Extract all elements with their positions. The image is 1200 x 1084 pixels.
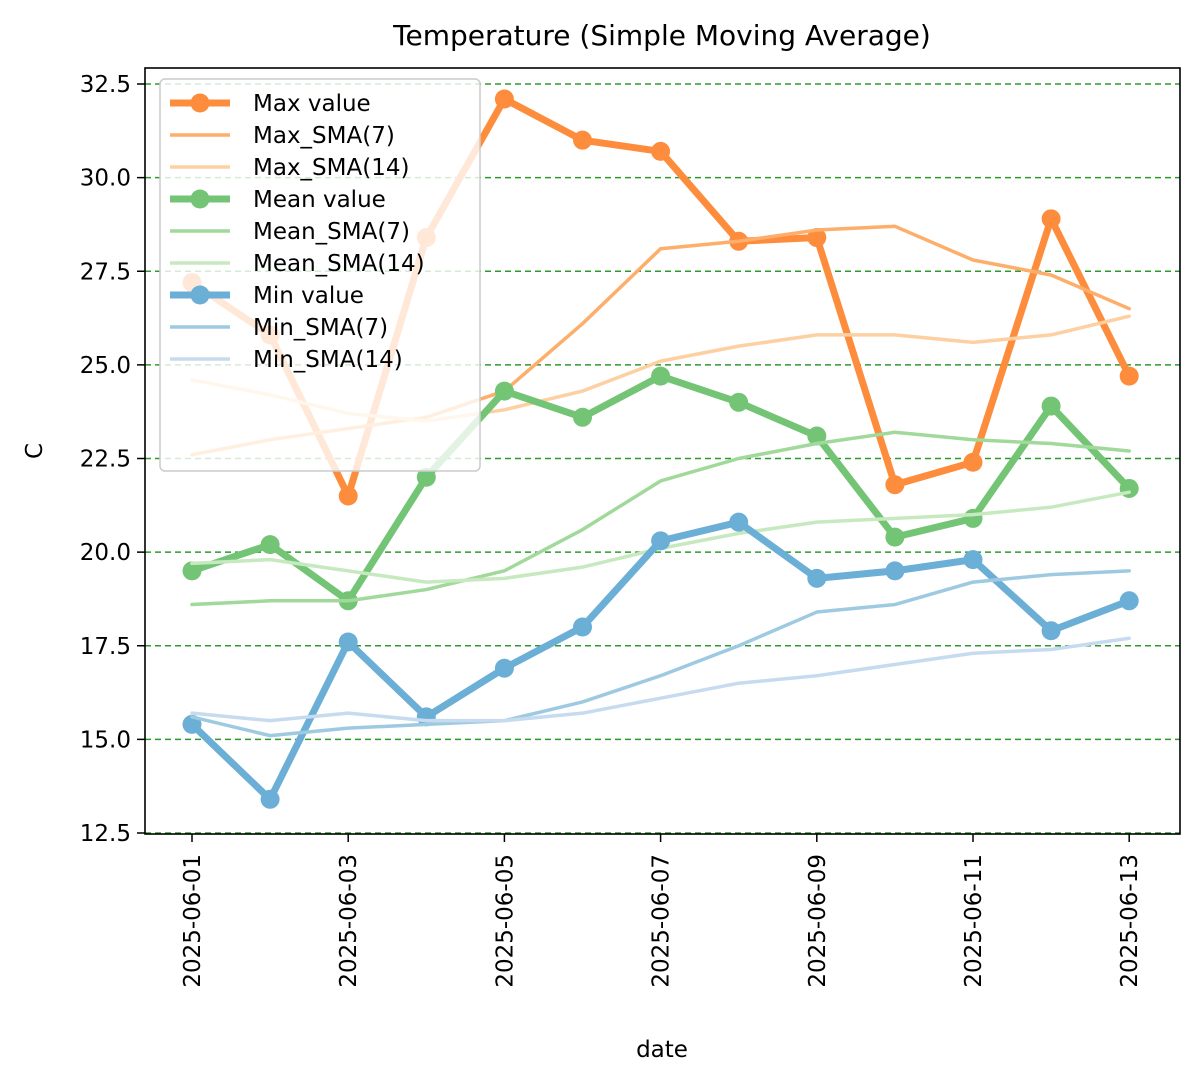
y-tick-label: 22.5 — [80, 447, 131, 473]
data-point — [494, 381, 514, 401]
y-tick-label: 20.0 — [80, 540, 131, 566]
x-tick-label: 2025-06-03 — [336, 854, 362, 988]
legend-label: Min_SMA(7) — [253, 315, 388, 341]
legend-label: Mean_SMA(7) — [253, 219, 410, 245]
series-line — [190, 430, 1131, 607]
legend-marker — [190, 285, 210, 305]
series-min-sma-14 — [190, 636, 1131, 723]
y-tick-label: 17.5 — [80, 634, 131, 660]
x-axis-title: date — [636, 1037, 688, 1063]
data-point — [885, 475, 905, 495]
data-point — [885, 527, 905, 547]
chart-title: Temperature (Simple Moving Average) — [392, 19, 931, 52]
x-axis: 2025-06-01 2025-06-03 2025-06-05 2025-06-07… — [180, 834, 1143, 988]
legend-marker — [190, 93, 210, 113]
data-point — [807, 426, 827, 446]
legend-item: Max_SMA(14) — [170, 155, 409, 181]
legend-label: Max_SMA(7) — [253, 123, 395, 149]
data-point — [338, 486, 358, 506]
data-point — [1041, 621, 1061, 641]
legend-item: Min_SMA(7) — [170, 315, 388, 341]
y-tick-label: 32.5 — [80, 72, 131, 98]
y-tick-label: 25.0 — [80, 353, 131, 379]
data-point — [260, 535, 280, 555]
data-point — [494, 658, 514, 678]
x-tick-label: 2025-06-05 — [492, 854, 518, 988]
legend-item: Max_SMA(7) — [170, 123, 395, 149]
y-axis: 12.5 15.0 17.5 20.0 22.5 25.0 27.5 30.0 32.5 — [80, 72, 145, 847]
data-point — [338, 632, 358, 652]
series-min-sma-7 — [190, 569, 1131, 738]
x-tick-label: 2025-06-09 — [805, 854, 831, 988]
series-min-value — [182, 512, 1139, 809]
y-tick-label: 30.0 — [80, 166, 131, 192]
y-tick-label: 27.5 — [80, 259, 131, 285]
legend-label: Mean value — [253, 187, 386, 213]
legend: Max value Max_SMA(7) Max_SMA(14) Mean value… — [159, 78, 481, 472]
data-point — [416, 467, 436, 487]
data-point — [573, 130, 592, 150]
legend-item: Mean_SMA(7) — [170, 219, 410, 245]
data-point — [651, 141, 671, 161]
data-point — [807, 228, 827, 248]
data-point — [260, 789, 280, 809]
y-axis-title: C — [22, 443, 48, 459]
series-line — [188, 518, 1133, 803]
data-point — [963, 508, 983, 528]
data-point — [182, 561, 202, 581]
legend-box — [159, 78, 481, 472]
legend-item: Min value — [170, 283, 364, 309]
data-point — [729, 392, 749, 412]
series-mean-sma-7 — [190, 430, 1131, 607]
x-tick-label: 2025-06-13 — [1117, 854, 1143, 988]
legend-label: Mean_SMA(14) — [253, 251, 425, 277]
legend-label: Max value — [253, 91, 371, 117]
legend-item: Mean_SMA(14) — [170, 251, 425, 277]
plot-frame — [144, 67, 1181, 835]
data-point — [573, 407, 592, 427]
legend-label: Min value — [253, 283, 364, 309]
series-line — [190, 636, 1131, 723]
data-point — [573, 617, 592, 637]
x-tick-label: 2025-06-11 — [961, 854, 987, 988]
x-tick-label: 2025-06-07 — [649, 854, 675, 988]
data-point — [963, 452, 983, 472]
x-tick-label: 2025-06-01 — [180, 854, 206, 988]
data-point — [1119, 591, 1139, 611]
data-point — [807, 568, 827, 588]
legend-label: Min_SMA(14) — [253, 347, 403, 373]
legend-item: Min_SMA(14) — [170, 347, 403, 373]
data-point — [885, 561, 905, 581]
data-point — [1041, 396, 1061, 416]
y-tick-label: 12.5 — [80, 821, 131, 847]
legend-marker — [190, 189, 210, 209]
legend-label: Max_SMA(14) — [253, 155, 409, 181]
data-point — [963, 550, 983, 570]
data-point — [1119, 366, 1139, 386]
data-point — [651, 531, 671, 551]
data-point — [494, 89, 514, 109]
data-point — [651, 366, 671, 386]
legend-item: Mean value — [170, 187, 386, 213]
y-tick-label: 15.0 — [80, 727, 131, 753]
legend-item: Max value — [170, 91, 371, 117]
data-point — [729, 512, 749, 532]
data-point — [1041, 209, 1061, 229]
series-line — [190, 569, 1131, 738]
